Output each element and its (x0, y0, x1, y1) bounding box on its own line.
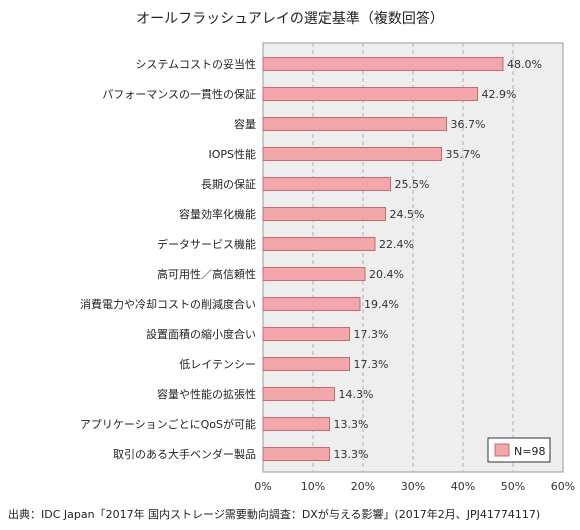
value-label: 17.3% (354, 358, 389, 371)
bar (262, 57, 504, 71)
x-axis-ticks: 0% 10% 20% 30% 40% 50% 60% (254, 480, 575, 493)
legend: N=98 (487, 437, 551, 463)
value-label: 20.4% (369, 268, 404, 281)
category-label: 容量や性能の拡張性 (157, 387, 256, 401)
legend-label: N=98 (514, 445, 545, 458)
value-label: 14.3% (339, 388, 374, 401)
value-label: 42.9% (482, 88, 517, 101)
legend-swatch (494, 443, 510, 457)
bar (262, 237, 376, 251)
x-tick-label: 30% (401, 480, 425, 493)
value-label: 25.5% (395, 178, 430, 191)
bar (262, 297, 361, 311)
value-label: 13.3% (334, 418, 369, 431)
value-label: 24.5% (390, 208, 425, 221)
value-labels: 48.0% 42.9% 36.7% 35.7% 25.5% 24.5% 22.4% 20.4%… (334, 58, 542, 461)
x-tick-label: 0% (254, 480, 271, 493)
category-label: IOPS性能 (208, 147, 256, 161)
bar (262, 117, 447, 131)
source-note: 出典：IDC Japan「2017年 国内ストレージ需要動向調査：DXが与える影… (8, 507, 540, 521)
category-label: アプリケーションごとにQoSが可能 (80, 417, 256, 431)
bars (262, 57, 504, 461)
x-tick-label: 60% (551, 480, 575, 493)
bar (262, 207, 386, 221)
x-tick-label: 20% (351, 480, 375, 493)
category-label: 高可用性／高信頼性 (157, 267, 256, 281)
x-tick-label: 10% (301, 480, 325, 493)
x-tick-label: 40% (451, 480, 475, 493)
value-label: 13.3% (334, 448, 369, 461)
value-label: 19.4% (364, 298, 399, 311)
bar (262, 387, 335, 401)
bar (262, 147, 442, 161)
category-label: 低レイテンシー (179, 358, 256, 371)
category-label: 消費電力や冷却コストの削減度合い (80, 297, 256, 311)
bar (262, 447, 330, 461)
category-label: パフォーマンスの一貫性の保証 (102, 87, 256, 101)
bar (262, 327, 350, 341)
category-label: データサービス機能 (157, 237, 256, 251)
value-label: 36.7% (451, 118, 486, 131)
category-label: 長期の保証 (201, 177, 256, 191)
x-tick-label: 50% (501, 480, 525, 493)
bar (262, 87, 478, 101)
chart-title: オールフラッシュアレイの選定基準（複数回答） (136, 10, 444, 27)
category-label: システムコストの妥当性 (135, 57, 256, 71)
value-label: 48.0% (507, 58, 542, 71)
bar (262, 357, 350, 371)
value-label: 17.3% (354, 328, 389, 341)
bar (262, 177, 391, 191)
category-label: 設置面積の縮小度合い (146, 327, 256, 341)
bar (262, 267, 366, 281)
category-label: 容量効率化機能 (179, 207, 256, 221)
category-label: 容量 (234, 117, 256, 131)
bar (262, 417, 330, 431)
value-label: 35.7% (446, 148, 481, 161)
value-label: 22.4% (379, 238, 414, 251)
category-label: 取引のある大手ベンダー製品 (113, 447, 256, 461)
